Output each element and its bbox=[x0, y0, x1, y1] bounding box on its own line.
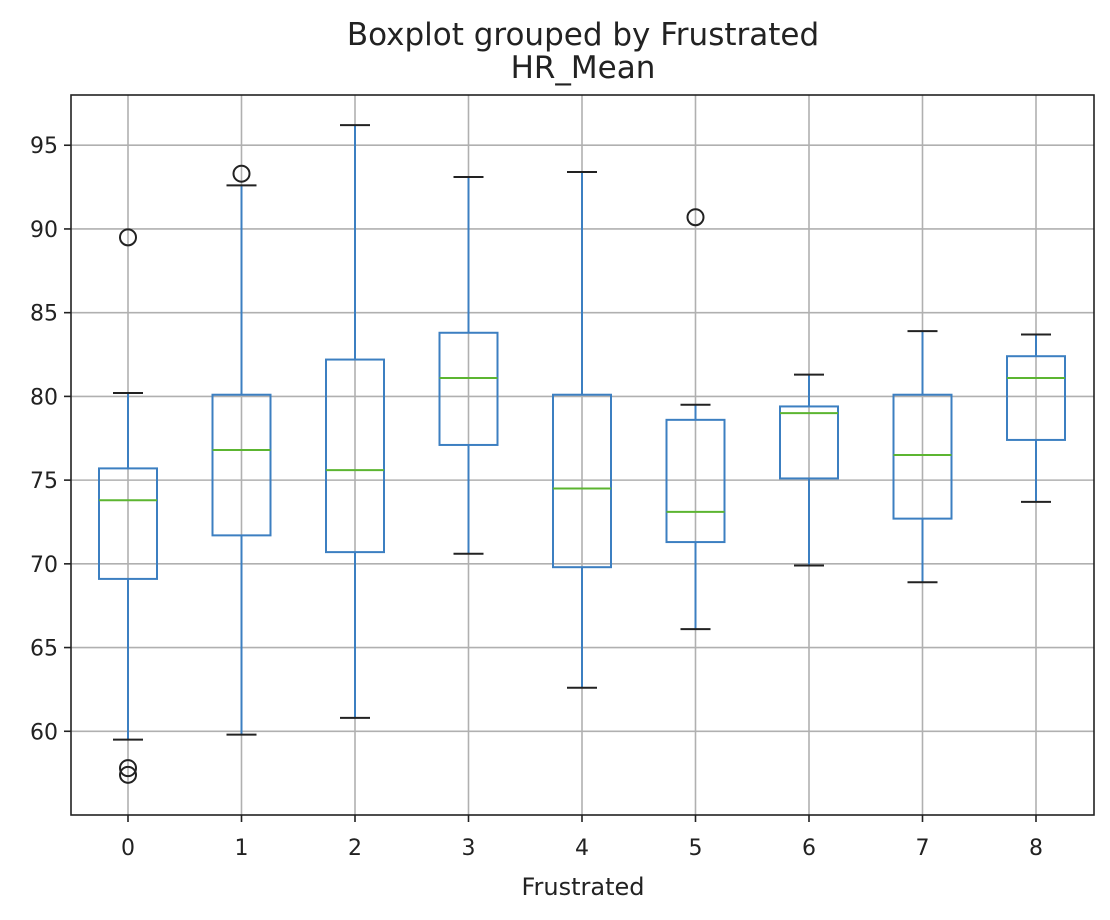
x-tick-label: 6 bbox=[802, 836, 816, 861]
box-iqr bbox=[552, 393, 612, 569]
x-axis-label: Frustrated bbox=[521, 873, 644, 901]
y-tick-label: 95 bbox=[30, 134, 58, 159]
y-tick-label: 70 bbox=[30, 553, 58, 578]
ticks-layer: 60 65 70 75 80 85 90 95 0 1 2 3 4 5 6 7 8 bbox=[30, 134, 1043, 861]
box-iqr bbox=[98, 467, 158, 580]
outlier-point bbox=[686, 208, 705, 227]
x-tick-label: 2 bbox=[348, 836, 362, 861]
box-iqr bbox=[211, 393, 272, 537]
outlier-point bbox=[119, 759, 137, 778]
box-iqr bbox=[665, 418, 726, 544]
chart-title: HR_Mean bbox=[511, 50, 656, 86]
x-tick-label: 3 bbox=[462, 836, 476, 861]
x-tick-label: 1 bbox=[235, 836, 249, 861]
outlier-point bbox=[232, 164, 251, 183]
outlier-point bbox=[119, 228, 137, 247]
outlier-point bbox=[119, 765, 137, 784]
x-tick-label: 8 bbox=[1029, 836, 1043, 861]
x-tick-label: 4 bbox=[575, 836, 589, 861]
y-tick-label: 75 bbox=[30, 469, 58, 494]
y-tick-label: 90 bbox=[30, 218, 58, 243]
box-iqr bbox=[892, 393, 953, 520]
chart-suptitle: Boxplot grouped by Frustrated bbox=[347, 17, 819, 53]
y-tick-label: 65 bbox=[30, 637, 58, 662]
box-iqr bbox=[325, 358, 385, 554]
y-tick-label: 60 bbox=[30, 720, 58, 745]
x-tick-label: 7 bbox=[916, 836, 930, 861]
x-tick-label: 0 bbox=[121, 836, 135, 861]
x-tick-label: 5 bbox=[689, 836, 703, 861]
boxes-layer bbox=[98, 124, 1066, 784]
y-tick-label: 85 bbox=[30, 302, 58, 327]
box-iqr bbox=[779, 405, 839, 480]
y-tick-label: 80 bbox=[30, 385, 58, 410]
box-iqr bbox=[1006, 355, 1066, 441]
box-iqr bbox=[438, 331, 499, 446]
